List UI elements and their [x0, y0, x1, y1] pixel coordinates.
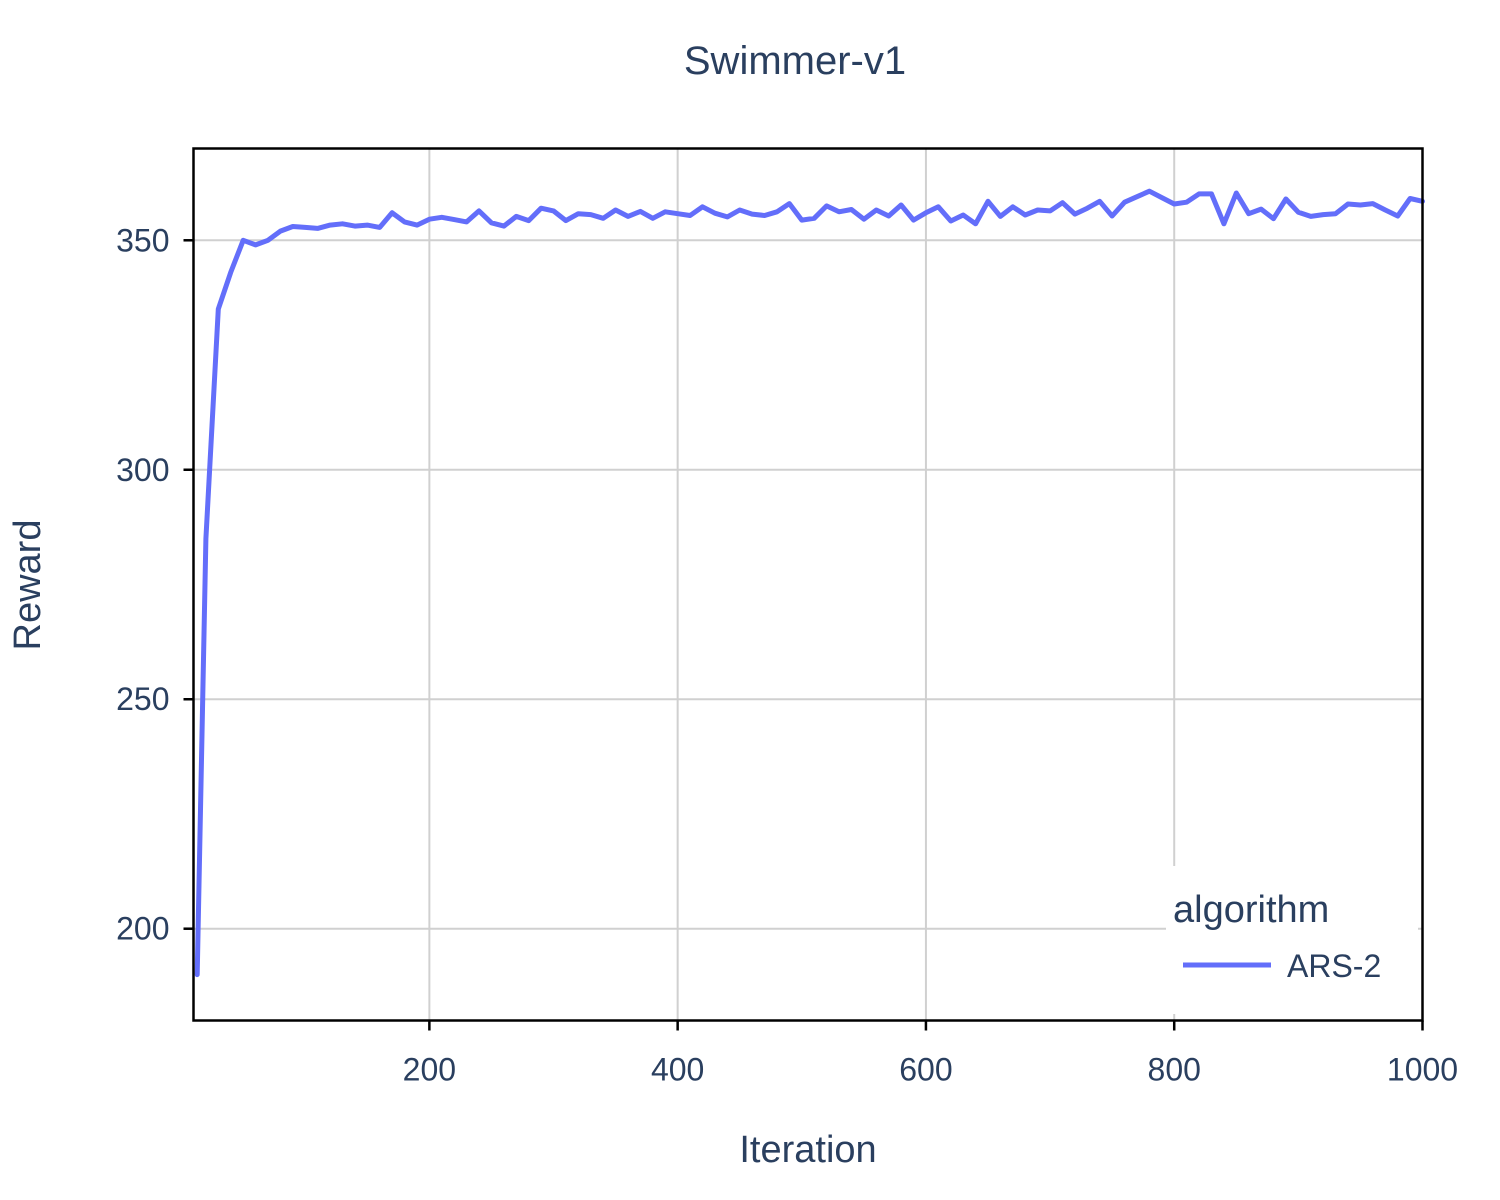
series-line-ars-2 [194, 188, 1425, 978]
chart-title: Swimmer-v1 [684, 39, 906, 83]
x-tick-label-1000: 1000 [1387, 1052, 1458, 1088]
x-tick-label-200: 200 [403, 1052, 456, 1088]
x-tick-label-400: 400 [651, 1052, 704, 1088]
x-axis-title: Iteration [739, 1129, 876, 1171]
legend-label-ars-2: ARS-2 [1287, 948, 1381, 984]
series-layer [194, 188, 1425, 978]
plot-frame [192, 147, 1424, 1022]
y-tick-label-250: 250 [116, 681, 169, 717]
y-axis-title: Reward [7, 520, 49, 651]
y-tick-label-200: 200 [116, 911, 169, 947]
x-tick-label-800: 800 [1148, 1052, 1201, 1088]
legend: algorithm ARS-2 [1166, 866, 1418, 1014]
y-tick-label-300: 300 [116, 452, 169, 488]
y-tick-label-350: 350 [116, 222, 169, 258]
legend-title: algorithm [1173, 889, 1329, 931]
tick-labels: 200 400 600 800 1000 200 250 300 350 [116, 222, 1458, 1087]
legend-background [1166, 866, 1418, 1014]
x-tick-label-600: 600 [899, 1052, 952, 1088]
